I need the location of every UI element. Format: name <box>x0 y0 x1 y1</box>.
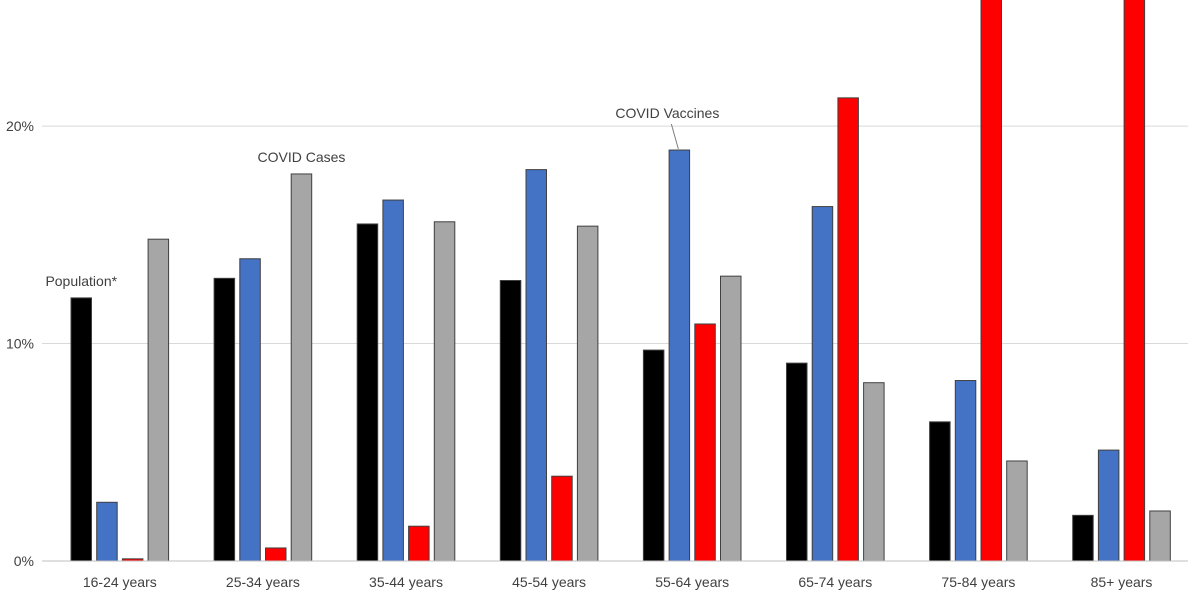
gray-bar <box>576 225 599 562</box>
blue-bar <box>382 199 404 562</box>
y-tick-label: 0% <box>14 553 34 569</box>
population-bar <box>213 277 236 562</box>
blue-bar <box>1097 449 1120 562</box>
population-bar <box>1072 514 1094 562</box>
red-bar <box>694 323 716 562</box>
y-tick-label: 20% <box>6 118 34 134</box>
red-bar <box>408 525 430 562</box>
bars <box>70 0 1171 562</box>
red-bar <box>265 547 287 562</box>
gray-bar <box>720 275 742 562</box>
red-bar <box>551 475 573 562</box>
blue-bar <box>811 206 834 562</box>
blue-bar <box>96 501 118 562</box>
blue-bar <box>239 258 261 562</box>
gray-bar <box>147 238 170 562</box>
red-bar <box>1123 0 1146 562</box>
gray-bar <box>1149 510 1171 562</box>
annotation-label: COVID Cases <box>257 149 345 165</box>
annotation-label: COVID Vaccines <box>615 105 719 121</box>
blue-bar <box>954 380 977 562</box>
red-bar <box>837 97 859 562</box>
population-bar <box>929 421 951 562</box>
x-category-label: 75-84 years <box>941 574 1015 590</box>
population-bar <box>499 280 522 562</box>
gray-bar <box>1006 460 1028 562</box>
y-axis-tick-labels: 0% 10% 20% <box>6 118 34 569</box>
gray-bar <box>863 382 885 562</box>
annotation-label: Population* <box>45 273 117 289</box>
x-category-label: 45-54 years <box>512 574 586 590</box>
red-bar <box>980 0 1002 562</box>
y-tick-label: 10% <box>6 336 34 352</box>
population-bar <box>70 297 92 562</box>
x-axis-category-labels: 16-24 years 25-34 years 35-44 years 45-54 y… <box>83 574 1153 590</box>
blue-bar <box>668 149 691 562</box>
x-category-label: 55-64 years <box>655 574 729 590</box>
x-category-label: 65-74 years <box>798 574 872 590</box>
population-bar <box>356 223 379 562</box>
x-category-label: 35-44 years <box>369 574 443 590</box>
x-category-label: 16-24 years <box>83 574 157 590</box>
population-bar <box>642 349 665 562</box>
population-bar <box>786 362 808 562</box>
annotations: Population* COVID Cases COVID Vaccines <box>45 105 719 289</box>
gray-bar <box>290 173 313 562</box>
annotation-leader-line <box>670 123 679 150</box>
gray-bar <box>433 221 456 562</box>
x-category-label: 25-34 years <box>226 574 300 590</box>
blue-bar <box>525 169 547 562</box>
x-category-label: 85+ years <box>1091 574 1153 590</box>
